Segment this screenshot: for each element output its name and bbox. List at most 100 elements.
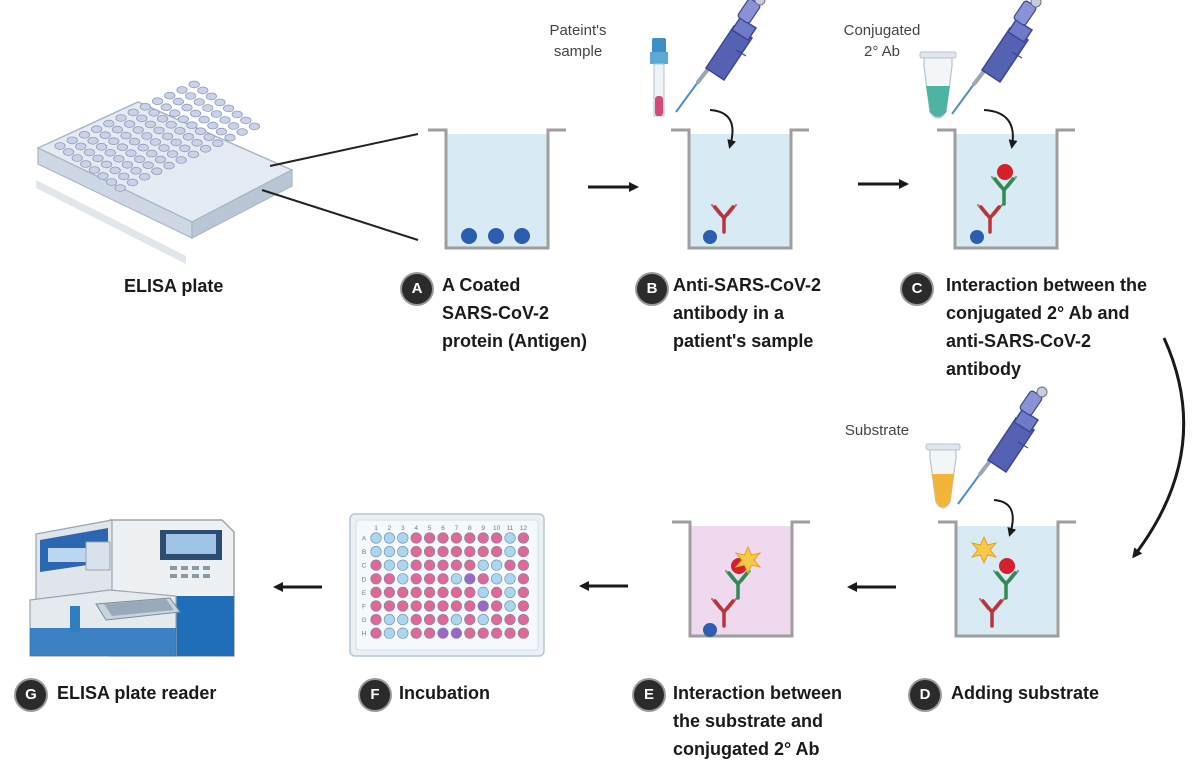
incubation-well [383,613,396,626]
plate-well [101,160,113,169]
plate-well [205,92,217,101]
incubation-well [477,600,489,612]
incubation-well [424,545,436,558]
incubation-well [424,627,436,639]
plate-column-label: 11 [507,525,514,532]
incubation-well [370,573,382,585]
incubation-well [370,600,382,612]
step-caption-b: Anti-SARS-CoV-2 antibody in a patient's … [673,275,821,351]
well-d-illustration [925,385,1076,638]
sample-note: Pateint's sample [549,22,607,60]
plate-well [104,149,116,157]
incubation-well [370,627,382,639]
plate-well [198,115,210,124]
incubation-well [464,600,476,612]
plate-well [121,161,134,169]
plate-column-label: 2 [388,525,392,532]
incubation-well [397,613,409,626]
incubation-well [504,573,516,585]
incubation-well [517,627,530,639]
incubation-well [370,559,382,571]
incubation-well [437,532,449,544]
antigen-dot [703,230,717,244]
incubation-well [477,613,489,626]
plate-well [154,155,166,164]
plate-row-label: D [362,576,367,583]
plate-well [170,138,182,147]
incubation-well [397,627,409,639]
plate-column-label: 8 [468,525,472,532]
incubation-well [370,532,382,544]
incubation-well [517,600,530,612]
plate-well [114,184,126,192]
incubation-well [450,613,463,626]
plate-well [248,122,260,131]
plate-well [163,161,175,170]
plate-well [148,109,160,117]
step-badge-b: B [637,274,667,304]
plate-well [88,166,101,174]
plate-row-label: B [362,549,366,556]
antigen-dot [514,228,530,244]
plate-well [66,136,78,145]
antigen-dot [703,623,717,637]
plate-well [172,97,184,106]
plate-column-label: 10 [493,525,501,532]
plate-column-label: 3 [401,525,405,532]
plate-well [109,166,121,175]
incubation-well [410,532,422,544]
incubation-well [504,627,516,639]
incubation-well [397,573,409,585]
plate-well [91,125,103,133]
incubation-well [504,559,516,571]
incubation-well [491,586,503,599]
incubation-well [477,545,489,558]
plate-well [197,86,209,95]
incubation-well [491,559,503,571]
plate-well [142,161,154,170]
plate-well [139,103,151,111]
incubation-well [477,559,489,571]
incubation-well [464,627,476,639]
incubation-well [464,545,476,558]
step-badge-c: C [902,274,932,304]
well-c-illustration [919,0,1075,250]
incubation-well [410,573,422,585]
incubation-well [504,600,516,612]
plate-well [126,178,138,187]
incubation-well [477,586,489,599]
step-badge-f: F [360,680,390,710]
plate-well [124,120,136,128]
incubation-well [397,545,409,558]
incubation-well [477,573,489,585]
plate-well [231,110,243,119]
plate-well [113,155,125,163]
plate-well [152,97,164,105]
sample-tube-icon [650,38,668,117]
incubation-well [491,627,503,639]
step-caption-g: ELISA plate reader [57,683,217,703]
plate-well [116,143,129,152]
enzyme-dot [999,558,1015,574]
plate-well [158,144,170,152]
incubation-well [410,586,422,599]
plate-well [92,154,104,163]
step-caption-d: Adding substrate [951,683,1100,703]
incubation-well [437,573,449,585]
antigen-dot [970,230,984,244]
substrate-tube-icon [925,443,961,509]
incubation-well [491,532,503,544]
plate-well [149,138,161,146]
plate-well [160,103,172,111]
plate-well [127,108,139,117]
incubation-well [450,586,463,599]
plate-well [200,145,212,153]
plate-well [203,133,215,142]
plate-well [164,91,176,100]
plate-well [202,104,214,112]
incubation-well [464,613,476,626]
incubation-well [477,532,489,544]
incubation-well [464,532,476,544]
plate-well [195,127,207,135]
